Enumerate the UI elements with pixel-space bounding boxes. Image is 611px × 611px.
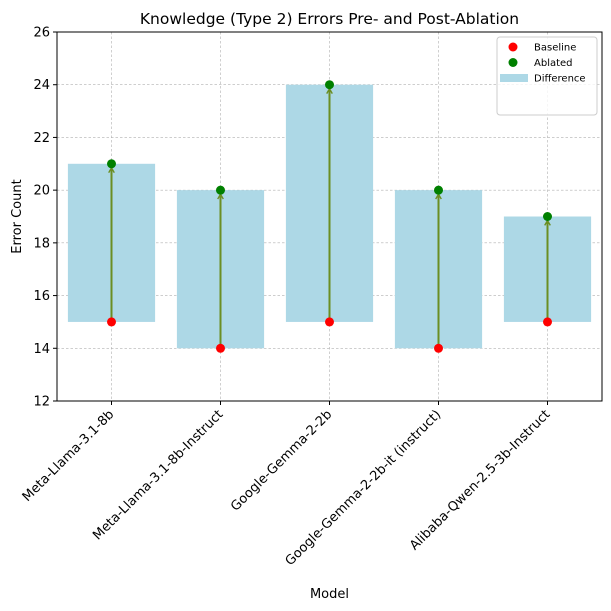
ablated-point [107, 159, 116, 169]
ablated-point [216, 185, 225, 195]
y-tick-label: 14 [33, 342, 50, 357]
legend-marker-baseline [508, 42, 518, 52]
x-tick-label: Meta-Llama-3.1-8b [20, 407, 118, 505]
y-tick-label: 26 [33, 26, 50, 41]
legend-label-ablated: Ablated [534, 58, 573, 69]
legend-marker-ablated [508, 58, 518, 67]
legend: Baseline Ablated Difference [496, 36, 598, 116]
ablated-point [543, 212, 552, 221]
y-tick-label: 22 [33, 131, 50, 146]
data-points [107, 80, 552, 353]
legend-label-difference: Difference [534, 74, 586, 85]
ablated-point [434, 185, 443, 195]
chart-title: Knowledge (Type 2) Errors Pre- and Post-… [140, 10, 519, 28]
y-tick-label: 20 [33, 184, 50, 199]
y-tick-label: 18 [33, 236, 50, 251]
baseline-point [325, 317, 334, 327]
legend-box [496, 36, 598, 116]
ablated-point [325, 80, 334, 90]
y-tick-label: 16 [33, 289, 50, 304]
change-arrows [112, 89, 548, 349]
y-tick-label: 24 [33, 78, 50, 93]
baseline-point [107, 317, 116, 327]
x-axis-label: Model [310, 587, 349, 602]
x-tick-label: Meta-Llama-3.1-8b-Instruct [90, 407, 226, 543]
legend-label-baseline: Baseline [534, 43, 576, 54]
y-axis-ticks: 12 14 16 18 20 22 24 26 [33, 26, 57, 410]
y-axis-label: Error Count [10, 179, 25, 253]
x-axis-ticks: Meta-Llama-3.1-8bMeta-Llama-3.1-8b-Instr… [20, 401, 553, 569]
x-tick-label: Google-Gemma-2-2b [228, 407, 335, 514]
baseline-point [434, 343, 443, 353]
baseline-point [216, 343, 225, 353]
legend-swatch-difference [500, 74, 528, 82]
y-tick-label: 12 [33, 395, 50, 410]
baseline-point [543, 317, 552, 327]
